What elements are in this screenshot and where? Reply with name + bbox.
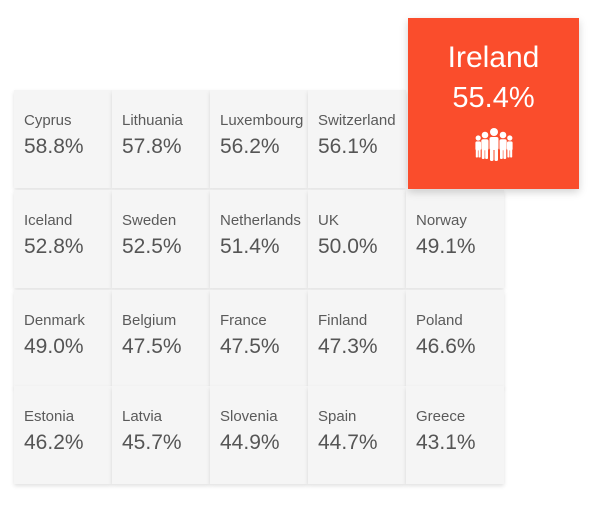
country-tile: Slovenia 44.9% (210, 386, 308, 484)
country-value: 44.7% (318, 431, 378, 454)
country-name: France (220, 312, 267, 329)
country-tile: Spain 44.7% (308, 386, 406, 484)
country-name: Belgium (122, 312, 177, 329)
country-name: Iceland (24, 212, 73, 229)
country-name: Netherlands (220, 212, 301, 229)
country-tile: Luxembourg 56.2% (210, 90, 308, 188)
people-group-icon (475, 128, 513, 161)
country-name: Cyprus (24, 112, 72, 129)
country-name: Finland (318, 312, 368, 329)
country-tile: Lithuania 57.8% (112, 90, 210, 188)
country-value: 52.5% (122, 235, 182, 258)
country-name: Norway (416, 212, 467, 229)
country-name: Greece (416, 408, 466, 425)
country-value: 46.6% (416, 335, 476, 358)
country-value: 46.2% (24, 431, 84, 454)
country-value: 47.3% (318, 335, 378, 358)
country-name: Luxembourg (220, 112, 304, 129)
country-tile: Netherlands 51.4% (210, 190, 308, 288)
country-name: UK (318, 212, 339, 229)
country-tile: Cyprus 58.8% (14, 90, 112, 188)
country-value: 52.8% (24, 235, 84, 258)
country-value: 47.5% (220, 335, 280, 358)
country-value: 58.8% (24, 135, 84, 158)
country-name: Switzerland (318, 112, 396, 129)
country-tile: Belgium 47.5% (112, 290, 210, 388)
country-name: Slovenia (220, 408, 278, 425)
country-value: 43.1% (416, 431, 476, 454)
country-value: 51.4% (220, 235, 280, 258)
country-tile: UK 50.0% (308, 190, 406, 288)
highlight-tile-ireland: Ireland 55.4% (408, 18, 579, 189)
country-tile: Finland 47.3% (308, 290, 406, 388)
highlight-country-name: Ireland (447, 41, 540, 74)
country-value: 47.5% (122, 335, 182, 358)
country-tile: Estonia 46.2% (14, 386, 112, 484)
country-tile: Poland 46.6% (406, 290, 504, 388)
country-value: 49.0% (24, 335, 84, 358)
country-value: 56.2% (220, 135, 280, 158)
country-name: Poland (416, 312, 463, 329)
country-value: 50.0% (318, 235, 378, 258)
country-value: 44.9% (220, 431, 280, 454)
country-tile: Greece 43.1% (406, 386, 504, 484)
country-tile: Iceland 52.8% (14, 190, 112, 288)
country-name: Lithuania (122, 112, 183, 129)
country-value: 57.8% (122, 135, 182, 158)
country-value: 45.7% (122, 431, 182, 454)
country-value: 49.1% (416, 235, 476, 258)
country-tile: Latvia 45.7% (112, 386, 210, 484)
country-tile: France 47.5% (210, 290, 308, 388)
country-name: Denmark (24, 312, 85, 329)
country-name: Sweden (122, 212, 177, 229)
country-tile: Norway 49.1% (406, 190, 504, 288)
highlight-country-value: 55.4% (452, 82, 535, 114)
country-grid: Cyprus 58.8% Lithuania 57.8% Luxembourg … (14, 90, 506, 486)
country-name: Estonia (24, 408, 75, 425)
country-tile: Switzerland 56.1% (308, 90, 406, 188)
country-name: Spain (318, 408, 357, 425)
country-tile: Denmark 49.0% (14, 290, 112, 388)
country-value: 56.1% (318, 135, 378, 158)
country-tile: Sweden 52.5% (112, 190, 210, 288)
country-name: Latvia (122, 408, 163, 425)
